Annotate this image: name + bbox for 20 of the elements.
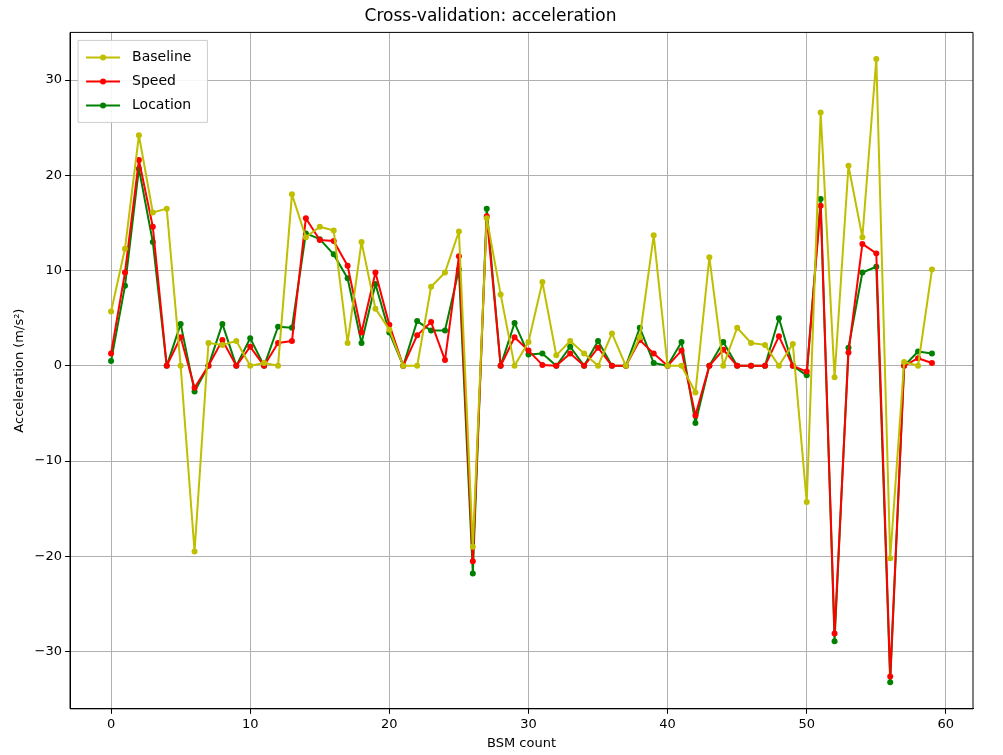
legend-label: Location bbox=[132, 96, 192, 113]
y-tick-label: −30 bbox=[34, 643, 63, 659]
y-tick-label: −20 bbox=[34, 547, 63, 563]
x-tick-label: 30 bbox=[520, 715, 537, 731]
x-tick-label: 10 bbox=[241, 715, 259, 731]
x-tick-label: 50 bbox=[798, 715, 816, 731]
x-tick-label: 20 bbox=[381, 715, 398, 731]
x-axis-title: BSM count bbox=[487, 734, 556, 750]
y-tick-label: −10 bbox=[34, 452, 63, 468]
legend-label: Baseline bbox=[132, 48, 192, 65]
y-tick-label: 10 bbox=[45, 261, 63, 277]
x-tick-label: 40 bbox=[659, 715, 676, 731]
x-tick-label: 0 bbox=[106, 715, 116, 731]
x-tick-label: 60 bbox=[937, 715, 955, 731]
chart-title: Cross-validation: acceleration bbox=[364, 4, 617, 25]
y-tick-label: 0 bbox=[53, 357, 63, 373]
y-tick-label: 30 bbox=[45, 71, 63, 87]
y-tick-label: 20 bbox=[45, 166, 63, 182]
legend-label: Speed bbox=[132, 72, 176, 89]
y-axis-title: Acceleration (m/s²) bbox=[11, 308, 27, 433]
